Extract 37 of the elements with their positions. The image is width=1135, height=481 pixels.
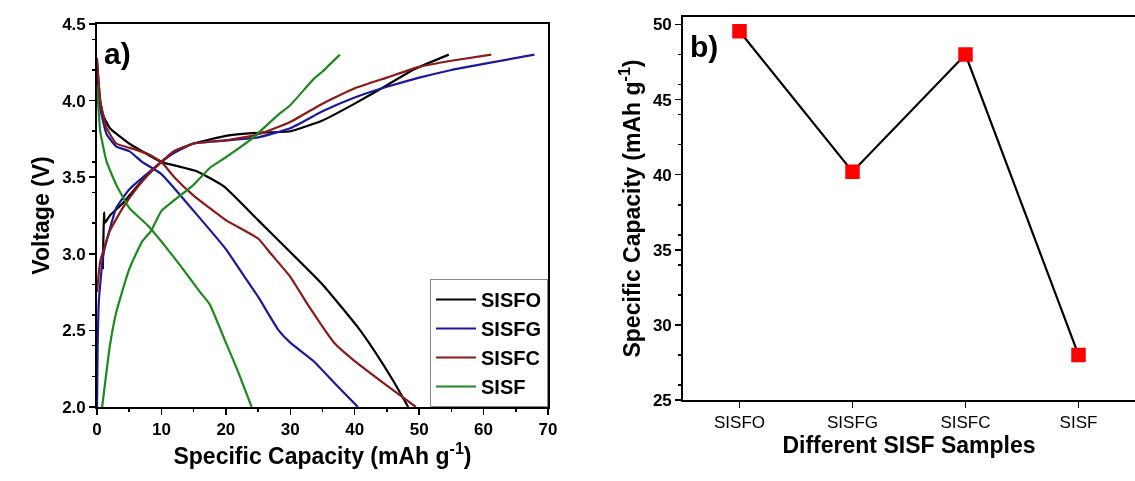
point xyxy=(732,24,747,39)
x-tick-label: SISFO xyxy=(713,413,766,433)
y-tick-label: 4.0 xyxy=(62,91,86,111)
x-axis-title: Specific Capacity (mAh g$^{-1}$) xyxy=(173,439,472,469)
y-tick-label: 25 xyxy=(652,390,672,410)
x-tick-label: 40 xyxy=(345,420,365,440)
x-tick-label: SISF xyxy=(1059,413,1098,433)
y-axis-title: Voltage (V) xyxy=(28,156,55,275)
y-tick-label: 4.5 xyxy=(62,14,86,34)
legend-label: SISFO xyxy=(481,289,542,312)
y-tick-label: 40 xyxy=(652,165,672,185)
point xyxy=(845,164,860,179)
x-tick-label: 30 xyxy=(280,420,300,440)
annotation: a) xyxy=(104,37,131,70)
y-tick-label: 2.0 xyxy=(62,397,86,417)
legend-label: SISF xyxy=(481,376,526,399)
x-tick-label: 70 xyxy=(538,420,558,440)
annotation: b) xyxy=(690,30,719,63)
x-axis-title: Different SISF Samples xyxy=(782,432,1036,459)
x-tick-label: 50 xyxy=(409,420,429,440)
point xyxy=(958,47,973,62)
y-tick-label: 45 xyxy=(652,90,672,110)
y-tick-label: 35 xyxy=(652,240,672,260)
x-tick-label: 10 xyxy=(151,420,171,440)
legend-label: SISFG xyxy=(481,318,542,341)
x-tick-label: SISFC xyxy=(940,413,991,433)
point xyxy=(1071,347,1086,363)
y-tick-label: 30 xyxy=(652,315,672,335)
y-tick-label: 3.0 xyxy=(62,244,86,264)
x-tick-label: 20 xyxy=(216,420,236,440)
y-tick-label: 2.5 xyxy=(62,321,86,341)
legend-label: SISFC xyxy=(481,347,540,370)
y-tick-label: 50 xyxy=(652,15,672,35)
y-tick-label: 3.5 xyxy=(62,168,86,188)
x-tick-label: 60 xyxy=(474,420,494,440)
x-tick-label: SISFG xyxy=(826,413,879,433)
x-tick-label: 0 xyxy=(92,420,102,440)
